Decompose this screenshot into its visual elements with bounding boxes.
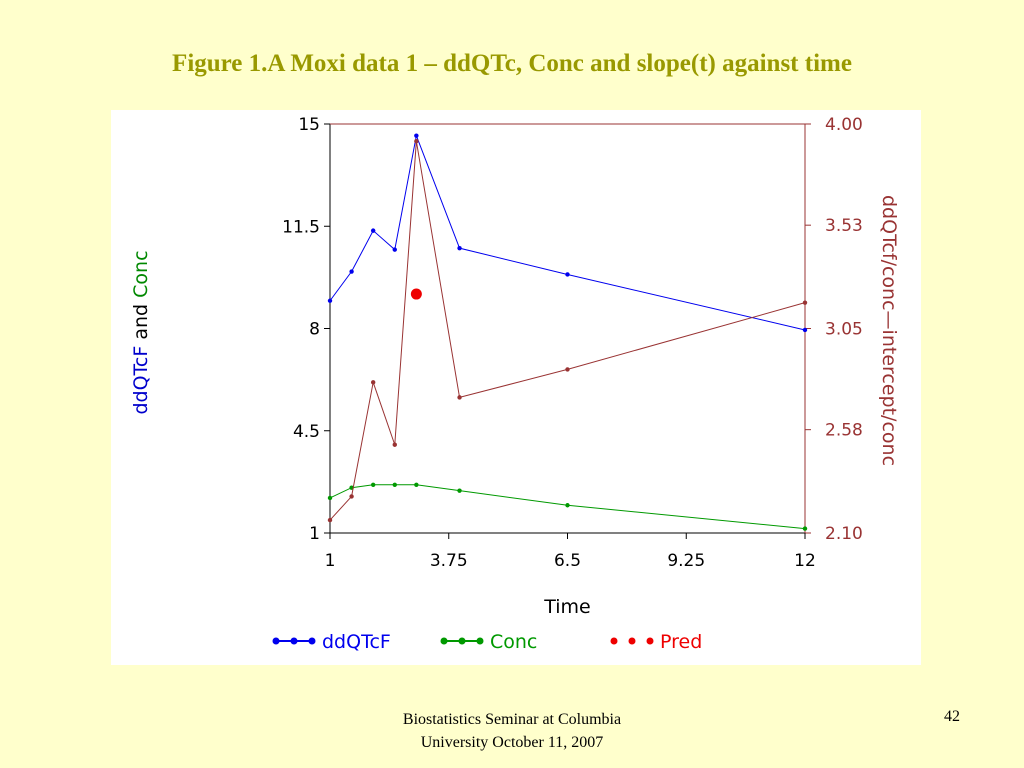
conc-point bbox=[457, 488, 462, 493]
left-axis-tick-label: 11.5 bbox=[282, 217, 320, 237]
ddqtcf-point bbox=[414, 133, 419, 138]
legend-marker-pred bbox=[610, 637, 618, 645]
series-3-point bbox=[327, 517, 333, 523]
footer-line-1: Biostatistics Seminar at Columbia bbox=[402, 711, 622, 728]
conc-point bbox=[327, 495, 333, 501]
legend-marker-ddqtcf bbox=[308, 637, 316, 645]
series-3-point bbox=[370, 380, 376, 385]
right-axis-tick-label: 3.53 bbox=[825, 216, 863, 236]
left-axis-tick-label: 4.5 bbox=[293, 422, 320, 442]
series-3-point bbox=[457, 395, 462, 400]
conc-point bbox=[802, 526, 808, 531]
left-axis-label: ddQTcF and Conc bbox=[130, 250, 152, 414]
right-axis-tick-label: 3.05 bbox=[825, 320, 863, 340]
right-axis-tick-label: 2.10 bbox=[825, 524, 863, 544]
series-3-point bbox=[414, 139, 419, 144]
ddqtcf-point bbox=[565, 272, 570, 277]
legend-marker-conc bbox=[458, 637, 466, 645]
series-3-point bbox=[565, 367, 570, 372]
legend-marker-pred bbox=[628, 637, 636, 645]
left-axis-label-part: and bbox=[130, 298, 152, 346]
left-axis-tick-label: 1 bbox=[309, 524, 320, 544]
footer-line-2: University October 11, 2007 bbox=[420, 734, 604, 751]
legend-marker-ddqtcf bbox=[272, 637, 280, 645]
legend-marker-ddqtcf bbox=[290, 637, 298, 645]
ddqtcf-point bbox=[349, 269, 354, 274]
conc-point bbox=[414, 482, 419, 487]
conc-point bbox=[392, 482, 397, 487]
legend-label-ddqtcf: ddQTcF bbox=[322, 631, 391, 653]
legend-marker-conc bbox=[440, 637, 448, 645]
left-axis-tick-label: 15 bbox=[298, 115, 320, 135]
slide-title: Figure 1.A Moxi data 1 – ddQTc, Conc and… bbox=[172, 50, 852, 77]
right-axis-label: ddQTcf/conc—intercept/conc bbox=[878, 195, 900, 466]
conc-line bbox=[329, 484, 806, 530]
series-3-point bbox=[802, 300, 808, 305]
ddqtcf-point bbox=[327, 298, 333, 303]
ddqtcf-point bbox=[457, 245, 462, 251]
right-axis-tick-label: 2.58 bbox=[825, 421, 863, 441]
legend-label-conc: Conc bbox=[490, 631, 537, 653]
chart-panel: 1 4.5 8 11.5 15 2.10 2.58 3.05 3.53 4.00 1 3.75 6.5 9… bbox=[111, 110, 921, 665]
left-axis-label-part: ddQTcF bbox=[130, 346, 152, 415]
x-axis-label: Time bbox=[543, 596, 591, 618]
series-3-point bbox=[349, 494, 354, 499]
x-axis-tick-label: 12 bbox=[794, 551, 816, 571]
x-axis-tick-label: 3.75 bbox=[430, 551, 468, 571]
ddqtcf-point bbox=[370, 228, 376, 233]
footer: Biostatistics Seminar at Columbia Univer… bbox=[312, 708, 712, 754]
conc-point bbox=[565, 503, 570, 508]
ddqtcf-point bbox=[392, 247, 397, 252]
x-axis-tick-label: 6.5 bbox=[554, 551, 581, 571]
legend-marker-pred bbox=[646, 637, 654, 645]
pred-point bbox=[410, 288, 422, 300]
x-axis-tick-label: 9.25 bbox=[667, 551, 705, 571]
left-axis-label-part: Conc bbox=[130, 250, 152, 297]
left-axis-tick-label: 8 bbox=[309, 320, 320, 340]
ddqtcf-point bbox=[802, 327, 808, 333]
legend-marker-conc bbox=[476, 637, 484, 645]
page-number: 42 bbox=[944, 708, 960, 725]
legend-label-pred: Pred bbox=[660, 631, 702, 653]
chart-svg: 1 4.5 8 11.5 15 2.10 2.58 3.05 3.53 4.00 1 3.75 6.5 9… bbox=[130, 115, 900, 653]
x-axis-tick-label: 1 bbox=[325, 551, 336, 571]
series-3-line bbox=[329, 141, 806, 521]
conc-point bbox=[370, 482, 376, 487]
series-3-point bbox=[392, 442, 397, 447]
ddqtcf-line bbox=[329, 133, 806, 331]
right-axis-tick-label: 4.00 bbox=[825, 115, 863, 135]
